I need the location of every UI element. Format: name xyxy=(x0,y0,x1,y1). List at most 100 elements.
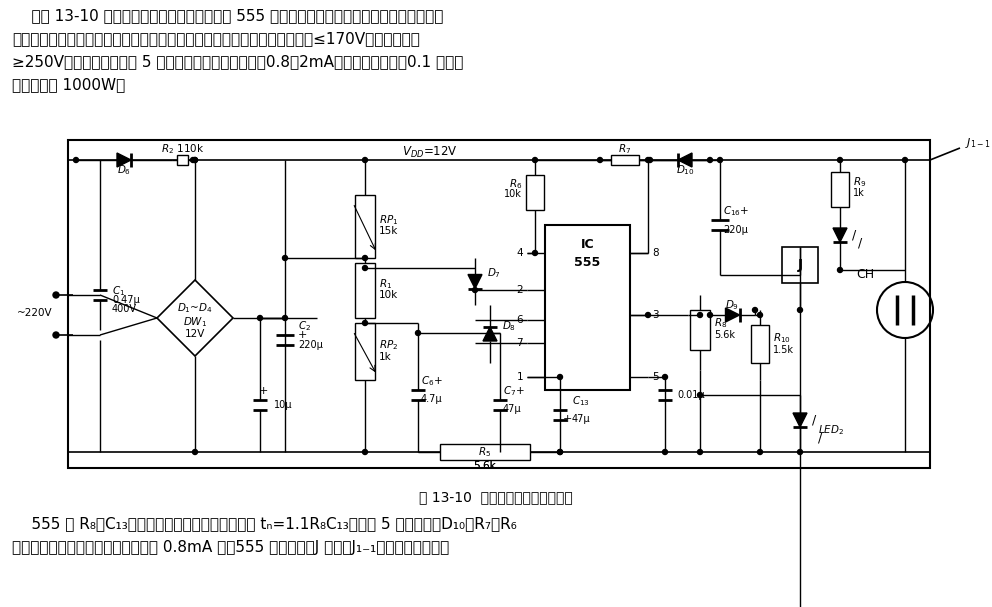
Text: 3: 3 xyxy=(652,310,659,320)
Text: 220μ: 220μ xyxy=(298,340,322,350)
Text: $D_8$: $D_8$ xyxy=(502,319,516,333)
Text: $J_{1-1}$: $J_{1-1}$ xyxy=(965,136,991,150)
Circle shape xyxy=(283,256,288,260)
Circle shape xyxy=(903,157,908,163)
Text: 5.6k: 5.6k xyxy=(714,330,735,340)
Text: 4: 4 xyxy=(517,248,523,258)
Text: 10k: 10k xyxy=(504,189,522,199)
Bar xyxy=(751,325,769,363)
Circle shape xyxy=(663,375,668,379)
Bar xyxy=(440,444,530,460)
Circle shape xyxy=(190,157,195,163)
Text: 10k: 10k xyxy=(379,291,398,300)
Text: 定输出功率 1000W。: 定输出功率 1000W。 xyxy=(12,77,125,92)
Circle shape xyxy=(758,450,763,455)
Circle shape xyxy=(697,450,702,455)
Text: +: + xyxy=(563,414,572,424)
Circle shape xyxy=(697,393,702,398)
Circle shape xyxy=(663,450,668,455)
Text: 1.5k: 1.5k xyxy=(773,345,794,355)
Bar xyxy=(526,175,544,210)
Circle shape xyxy=(758,313,763,317)
Text: 220μ: 220μ xyxy=(723,225,748,235)
Text: $D_9$: $D_9$ xyxy=(725,298,740,312)
Text: $C_{13}$: $C_{13}$ xyxy=(572,394,590,408)
Polygon shape xyxy=(793,413,807,427)
Text: 5: 5 xyxy=(652,372,659,382)
Text: 图 13-10  多功能电冰筱保护器电路: 图 13-10 多功能电冰筱保护器电路 xyxy=(420,490,572,504)
Bar xyxy=(782,247,818,283)
Bar xyxy=(355,195,375,258)
Text: +: + xyxy=(258,386,268,396)
Text: $C_2$: $C_2$ xyxy=(298,319,311,333)
Text: +: + xyxy=(298,330,308,340)
Bar xyxy=(545,225,630,390)
Circle shape xyxy=(362,450,367,455)
Bar xyxy=(690,310,710,350)
Text: $V_{DD}$=12V: $V_{DD}$=12V xyxy=(402,144,458,160)
Text: $R_5$: $R_5$ xyxy=(478,445,492,459)
Text: 齐全，具有漏电保护、过压、欠压保护、断电自动延时等功能。欠压保护值≤170V；过压保护值: 齐全，具有漏电保护、过压、欠压保护、断电自动延时等功能。欠压保护值≤170V；过… xyxy=(12,31,420,46)
Circle shape xyxy=(798,308,803,313)
Text: 400V: 400V xyxy=(112,304,137,314)
Text: $C_{16}$+: $C_{16}$+ xyxy=(723,204,749,218)
Circle shape xyxy=(362,256,367,260)
Text: 5.6k: 5.6k xyxy=(473,461,496,471)
Text: 组成漏电检测网络，当漏电电流超过 0.8mA 后，555 自动置位，J 释放，J₁₋₁断开，插座无电。: 组成漏电检测网络，当漏电电流超过 0.8mA 后，555 自动置位，J 释放，J… xyxy=(12,540,449,555)
Circle shape xyxy=(558,450,562,455)
Text: $RP_1$: $RP_1$ xyxy=(379,214,399,228)
Text: 10μ: 10μ xyxy=(274,400,293,410)
Circle shape xyxy=(362,320,367,325)
Circle shape xyxy=(283,316,288,320)
Text: $C_1$: $C_1$ xyxy=(112,284,125,298)
Text: 47μ: 47μ xyxy=(503,404,522,414)
Text: $R_2$ 110k: $R_2$ 110k xyxy=(161,142,204,156)
Circle shape xyxy=(192,157,197,163)
Text: $LED_2$: $LED_2$ xyxy=(818,423,844,437)
Text: 4.7μ: 4.7μ xyxy=(421,394,442,404)
Text: 15k: 15k xyxy=(379,226,399,237)
Text: 1: 1 xyxy=(517,372,523,382)
Text: $D_1$~$D_4$: $D_1$~$D_4$ xyxy=(178,301,213,315)
Text: /: / xyxy=(812,413,816,427)
Text: $R_7$: $R_7$ xyxy=(618,142,632,156)
Circle shape xyxy=(258,316,263,320)
Text: 1k: 1k xyxy=(379,351,392,362)
Circle shape xyxy=(597,157,602,163)
Text: 7: 7 xyxy=(517,338,523,348)
Circle shape xyxy=(707,313,712,317)
Text: 2: 2 xyxy=(517,285,523,295)
Circle shape xyxy=(697,313,702,317)
Text: 1k: 1k xyxy=(853,188,865,198)
Bar xyxy=(611,155,639,165)
Circle shape xyxy=(717,157,722,163)
Bar xyxy=(831,172,849,207)
Text: $D_6$: $D_6$ xyxy=(117,163,131,177)
Text: $R_1$: $R_1$ xyxy=(379,277,392,291)
Circle shape xyxy=(646,157,651,163)
Text: IC: IC xyxy=(580,239,594,251)
Polygon shape xyxy=(678,153,692,167)
Text: 如图 13-10 所示，冰筱保护器是以时基电路 555 为核心组成的，线路简单，体积小巧，功能: 如图 13-10 所示，冰筱保护器是以时基电路 555 为核心组成的，线路简单，… xyxy=(12,8,443,23)
Text: 0.01μ: 0.01μ xyxy=(677,390,704,400)
Text: $DW_1$: $DW_1$ xyxy=(183,315,207,329)
Polygon shape xyxy=(833,228,847,242)
Circle shape xyxy=(362,157,367,163)
Circle shape xyxy=(533,157,538,163)
Text: 5.6k: 5.6k xyxy=(473,461,496,471)
Polygon shape xyxy=(468,274,482,288)
Text: $R_{10}$: $R_{10}$ xyxy=(773,331,791,345)
Text: $R_8$: $R_8$ xyxy=(714,316,727,330)
Text: $D_7$: $D_7$ xyxy=(487,266,501,280)
Bar xyxy=(68,140,930,468)
Text: $R_9$: $R_9$ xyxy=(853,175,866,189)
Polygon shape xyxy=(117,153,131,167)
Circle shape xyxy=(53,292,59,298)
Text: 6: 6 xyxy=(517,315,523,325)
Text: $D_{10}$: $D_{10}$ xyxy=(676,163,694,177)
Text: 47μ: 47μ xyxy=(572,414,590,424)
Circle shape xyxy=(558,450,562,455)
Bar xyxy=(355,323,375,380)
Bar xyxy=(177,155,188,165)
Circle shape xyxy=(837,157,842,163)
